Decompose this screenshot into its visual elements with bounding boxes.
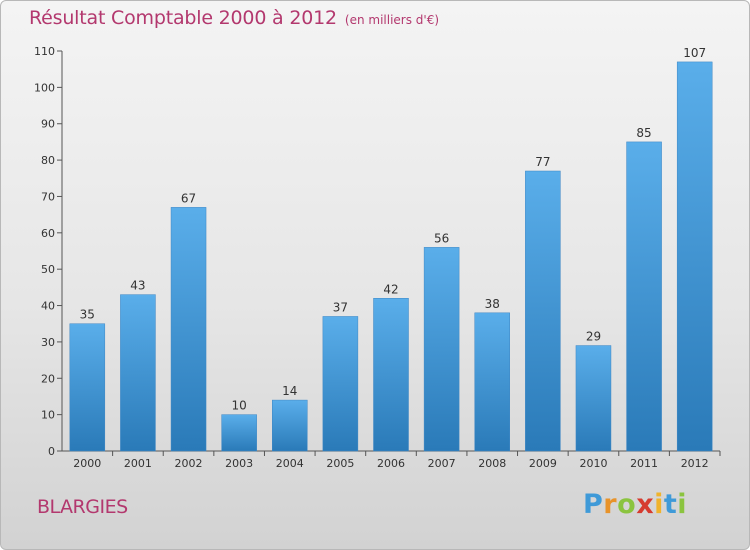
logo-letter: i	[677, 489, 688, 520]
bar-2006	[373, 298, 409, 452]
y-tick-label: 30	[41, 336, 55, 349]
bar-2000	[69, 323, 106, 452]
x-tick-label: 2011	[630, 457, 658, 470]
bar-2012	[676, 61, 713, 452]
y-tick-label: 100	[34, 81, 55, 94]
data-label-2002: 67	[181, 191, 196, 205]
proxiti-logo: Proxiti	[583, 489, 687, 520]
x-tick-label: 2009	[529, 457, 557, 470]
logo-letter: P	[583, 489, 604, 520]
bar-2009	[525, 170, 561, 452]
y-tick-label: 10	[41, 409, 55, 422]
logo-letter: o	[617, 489, 637, 520]
chart-title-block: Résultat Comptable 2000 à 2012 (en millie…	[29, 7, 439, 29]
data-label-2010: 29	[586, 330, 601, 344]
x-tick-label: 2010	[579, 457, 607, 470]
x-tick-label: 2007	[428, 457, 456, 470]
bar-2010	[575, 345, 612, 452]
bar-2011	[626, 141, 662, 452]
data-label-2004: 14	[282, 384, 297, 398]
data-labels: 35 43 67 10 14 37 42 56 38 77 29 85 107	[80, 46, 706, 413]
logo-letter: x	[636, 489, 655, 520]
data-label-2001: 43	[130, 279, 145, 293]
data-label-2009: 77	[535, 155, 550, 169]
x-tick-label: 2001	[124, 457, 152, 470]
data-label-2003: 10	[232, 399, 247, 413]
x-tick-label: 2006	[377, 457, 405, 470]
bar-2005	[322, 316, 359, 452]
bar-2007	[423, 247, 460, 452]
y-tick-label: 20	[41, 372, 55, 385]
data-label-2008: 38	[485, 297, 500, 311]
logo-letter: t	[663, 489, 678, 520]
data-label-2006: 42	[383, 282, 398, 296]
bar-2008	[474, 312, 510, 452]
bars	[69, 61, 713, 452]
bar-2003	[221, 414, 257, 452]
y-tick-label: 80	[41, 154, 55, 167]
logo-letter: r	[603, 489, 618, 520]
x-tick-label: 2002	[175, 457, 203, 470]
bar-2001	[120, 294, 156, 452]
y-tick-label: 0	[48, 445, 55, 458]
commune-name: BLARGIES	[37, 496, 128, 518]
data-label-2011: 85	[636, 126, 651, 140]
x-tick-label: 2005	[326, 457, 354, 470]
bar-2002	[170, 207, 207, 452]
x-tick-label: 2000	[73, 457, 101, 470]
bar-2004	[272, 399, 308, 452]
y-tick-label: 40	[41, 300, 55, 313]
y-tick-label: 90	[41, 118, 55, 131]
x-tick-label: 2004	[276, 457, 304, 470]
chart-unit: (en milliers d'€)	[344, 13, 440, 27]
data-label-2007: 56	[434, 231, 449, 245]
x-tick-label: 2003	[225, 457, 253, 470]
y-tick-label: 70	[41, 190, 55, 203]
y-tick-label: 50	[41, 263, 55, 276]
data-label-2000: 35	[80, 308, 95, 322]
data-label-2005: 37	[333, 300, 348, 314]
chart-title: Résultat Comptable 2000 à 2012	[29, 7, 337, 29]
x-tick-label: 2012	[681, 457, 709, 470]
y-tick-label: 60	[41, 227, 55, 240]
y-tick-label: 110	[34, 45, 55, 58]
logo-letter: i	[654, 489, 664, 520]
x-tick-label: 2008	[478, 457, 506, 470]
data-label-2012: 107	[683, 46, 706, 60]
